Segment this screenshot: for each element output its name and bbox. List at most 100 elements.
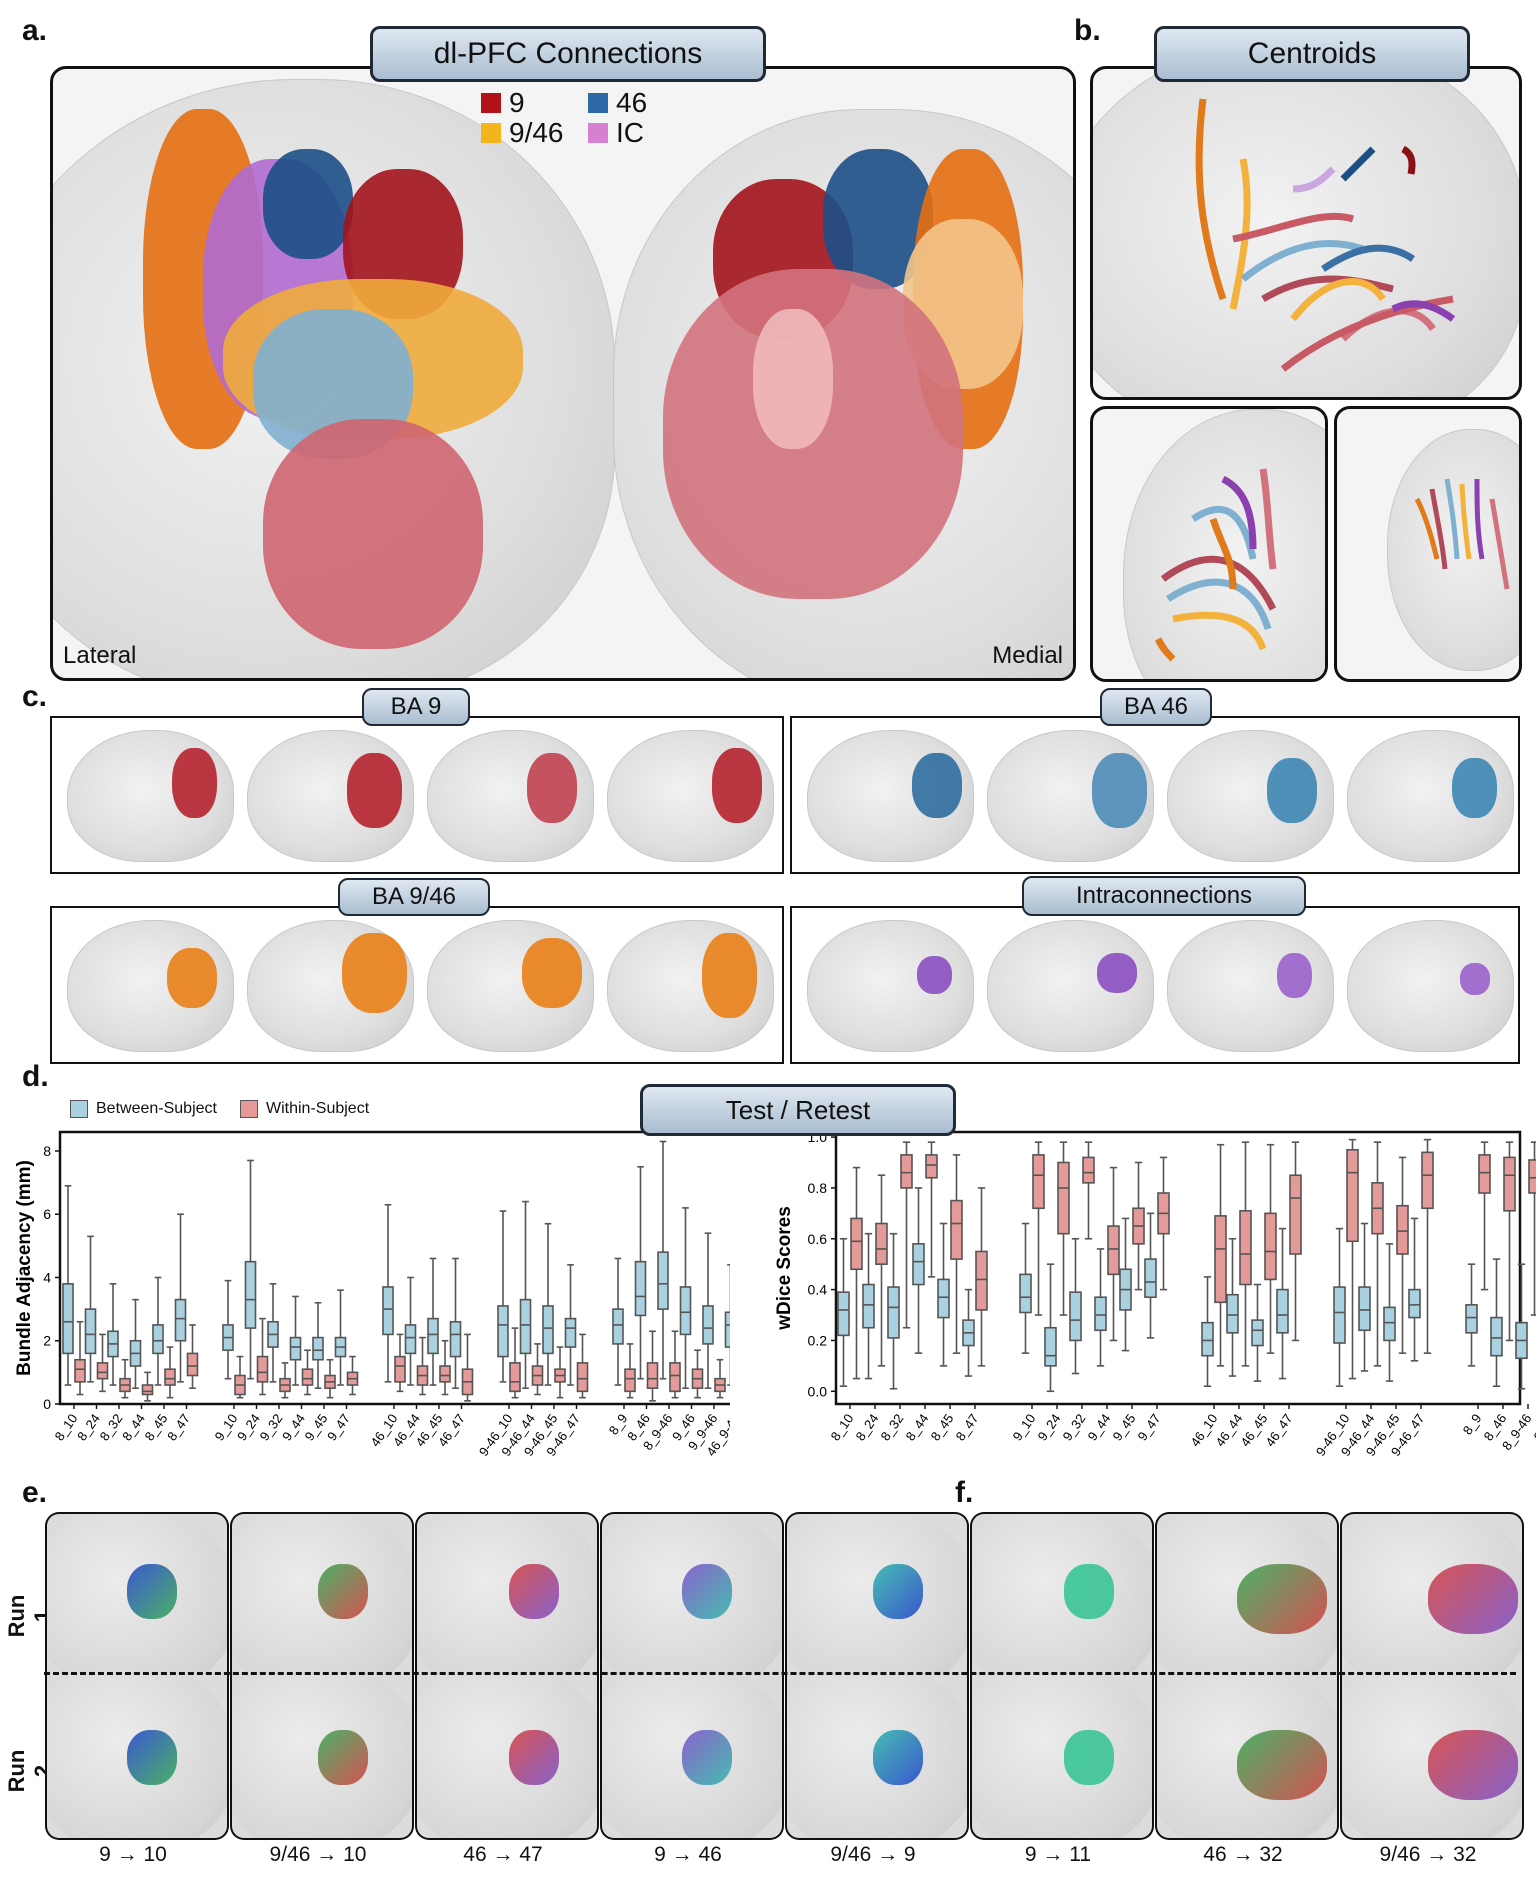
tract-ba9-1 xyxy=(172,748,217,818)
between-box xyxy=(382,1286,394,1336)
y-tick-label: 6 xyxy=(43,1206,51,1222)
run-divider xyxy=(44,1672,1516,1675)
within-box xyxy=(850,1217,863,1271)
legend-item-9: 9 xyxy=(481,87,525,119)
between-box xyxy=(1251,1319,1264,1347)
between-box xyxy=(1358,1286,1371,1332)
y-tick-label: 0.6 xyxy=(808,1231,828,1247)
brain-thumbnail xyxy=(972,1514,1152,1674)
run-thumbnail xyxy=(1340,1672,1524,1840)
centroid-frame-front xyxy=(1090,406,1328,682)
x-tick-label: 9_47 xyxy=(1135,1411,1164,1443)
legend-label-ic: IC xyxy=(616,117,644,148)
between-box xyxy=(564,1317,577,1348)
x-tick-label: 9_44 xyxy=(279,1411,308,1443)
y-axis-label: Bundle Adjacency (mm) xyxy=(14,1160,35,1376)
tract-ba9-46-3 xyxy=(522,938,582,1008)
x-tick-label: 8_47 xyxy=(164,1411,193,1443)
x-tick-label: 8_44 xyxy=(903,1411,932,1443)
between-box xyxy=(404,1324,417,1355)
between-box xyxy=(887,1286,900,1339)
x-tick-label: 8_32 xyxy=(97,1411,126,1443)
between-box xyxy=(1094,1296,1107,1332)
legend-swatch-9-46 xyxy=(481,123,501,143)
tract-ba46-1 xyxy=(912,753,962,818)
tract-ba9-4 xyxy=(712,748,762,823)
legend-swatch-46 xyxy=(588,93,608,113)
panel-letter-c: c. xyxy=(22,680,48,713)
between-box xyxy=(1333,1286,1346,1344)
run-thumbnail xyxy=(1155,1512,1339,1674)
tract-ba9-3 xyxy=(527,753,577,823)
x-tick-label: 8_44 xyxy=(119,1411,148,1443)
legend-label-9: 9 xyxy=(509,87,525,118)
x-tick-label: 9_32 xyxy=(257,1411,286,1443)
panel-a-frame: 9 46 9/46 IC Lateral Medial xyxy=(50,66,1076,681)
within-box xyxy=(576,1362,589,1393)
within-box xyxy=(646,1362,659,1389)
run-thumbnail xyxy=(1340,1512,1524,1674)
tract-46-lateral xyxy=(263,149,353,259)
x-tick-label: 9_46 xyxy=(1531,1411,1536,1443)
run-thumbnail xyxy=(785,1512,969,1674)
within-box xyxy=(1478,1154,1491,1194)
within-box xyxy=(164,1368,176,1386)
x-tick-label: 9_45 xyxy=(1110,1411,1139,1443)
between-box xyxy=(724,1311,730,1348)
ba46-title: BA 46 xyxy=(1100,688,1212,726)
between-box xyxy=(519,1298,532,1355)
between-box xyxy=(312,1336,324,1361)
between-box xyxy=(702,1305,714,1345)
streamline-bundle xyxy=(318,1564,368,1619)
panel-letter-d: d. xyxy=(22,1060,49,1093)
legend-swatch-9 xyxy=(481,93,501,113)
tract-ic-2 xyxy=(1097,953,1137,993)
between-box xyxy=(1144,1258,1157,1299)
within-box xyxy=(141,1384,154,1396)
between-box xyxy=(84,1308,97,1355)
transition-label-e3: 46 → 47 xyxy=(463,1843,543,1866)
run-thumbnail xyxy=(785,1672,969,1840)
within-box xyxy=(394,1355,406,1383)
y-tick-label: 2 xyxy=(43,1333,51,1349)
centroid-lines-main xyxy=(1195,98,1456,372)
streamline-bundle xyxy=(1428,1730,1518,1800)
within-box xyxy=(509,1362,521,1393)
within-box xyxy=(439,1365,451,1383)
x-tick-label: 9_24 xyxy=(1035,1411,1064,1443)
x-tick-label: 8_45 xyxy=(928,1411,957,1443)
d-legend-label-within: Within-Subject xyxy=(266,1100,370,1117)
within-box xyxy=(950,1199,963,1260)
y-tick-label: 0 xyxy=(43,1396,51,1412)
between-box xyxy=(1276,1288,1289,1334)
between-box xyxy=(1201,1321,1214,1357)
between-box xyxy=(289,1336,302,1361)
within-box xyxy=(96,1362,109,1380)
within-box xyxy=(624,1368,636,1393)
d-legend-between: Between-Subject xyxy=(70,1100,217,1118)
within-box xyxy=(1346,1148,1359,1243)
brain-centroid-main xyxy=(1093,69,1519,397)
streamline-bundle xyxy=(318,1730,368,1785)
y-tick-label: 0.4 xyxy=(808,1282,828,1298)
between-box xyxy=(1226,1293,1239,1334)
within-box xyxy=(925,1154,938,1179)
between-box xyxy=(244,1260,257,1329)
tract-ic-4 xyxy=(1460,963,1490,995)
panel-letter-a: a. xyxy=(22,14,48,47)
x-tick-label: 9_32 xyxy=(1060,1411,1089,1443)
centroid-frame-top xyxy=(1334,406,1522,682)
panel-letter-e: e. xyxy=(22,1476,48,1509)
between-box xyxy=(1408,1288,1421,1319)
tract-ba9-46-2 xyxy=(342,933,407,1013)
streamline-bundle xyxy=(509,1564,559,1619)
between-box xyxy=(1490,1316,1503,1357)
within-box xyxy=(186,1352,199,1377)
between-box xyxy=(837,1291,850,1337)
between-box xyxy=(657,1251,669,1310)
lateral-label: Lateral xyxy=(63,642,137,669)
between-box xyxy=(1383,1306,1396,1342)
between-box xyxy=(862,1283,875,1329)
streamline-bundle xyxy=(682,1730,732,1785)
